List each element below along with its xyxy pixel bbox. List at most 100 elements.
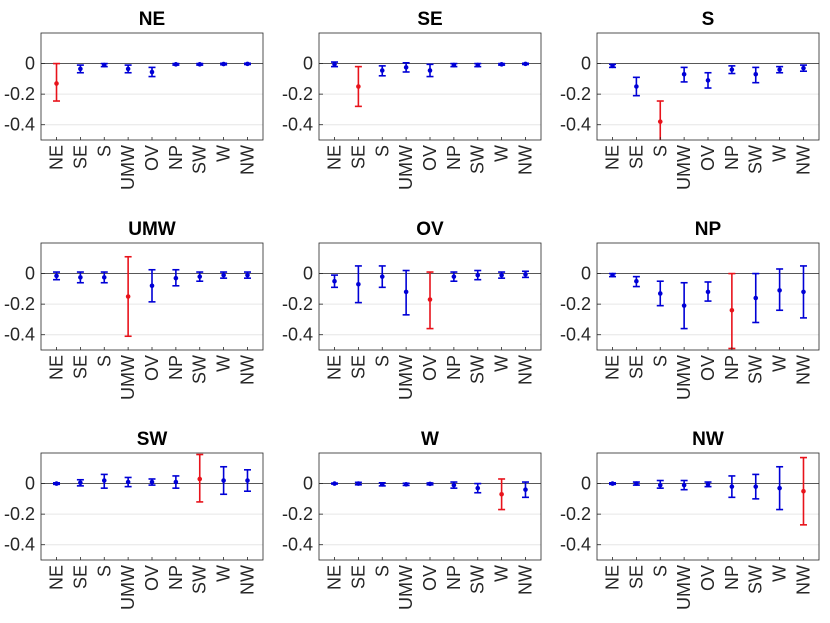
- data-point: [245, 272, 250, 278]
- x-tick-label: OV: [420, 145, 440, 171]
- x-tick-label: SE: [626, 565, 646, 589]
- data-point: [801, 289, 806, 295]
- x-tick-label: S: [94, 565, 114, 577]
- errorbar-ov: [426, 63, 434, 78]
- errorbar-se: [632, 481, 640, 486]
- errorbar-ov: [148, 478, 156, 486]
- x-tick-label: UMW: [118, 565, 138, 610]
- errorbar-umw: [124, 64, 132, 74]
- errorbar-np: [172, 268, 180, 287]
- x-tick-label: NW: [793, 355, 813, 385]
- y-tick-label: -0.2: [4, 84, 35, 104]
- y-tick-label: -0.4: [560, 115, 591, 135]
- errorbar-np: [728, 272, 736, 350]
- axes-frame: [596, 452, 820, 561]
- data-point: [499, 272, 504, 278]
- errorbar-w: [776, 65, 784, 74]
- data-point: [221, 272, 226, 278]
- x-tick-label: SW: [190, 565, 210, 594]
- data-point: [523, 61, 528, 67]
- y-tick-label: -0.2: [560, 84, 591, 104]
- data-point: [657, 482, 663, 488]
- chart-title: UMW: [128, 219, 176, 240]
- x-tick-label: NE: [603, 565, 623, 590]
- errorbar-w: [220, 465, 228, 496]
- x-tick-label: NE: [47, 565, 67, 590]
- chart-title: NW: [692, 429, 724, 450]
- x-tick-label: SE: [626, 355, 646, 379]
- chart-title: S: [702, 9, 715, 30]
- errorbar-s: [100, 62, 108, 68]
- subplot-se: SE0-0.2-0.4NE SE S UMW OV NP SW W NW: [282, 9, 542, 190]
- data-point: [777, 485, 782, 491]
- errorbar-nw: [521, 61, 529, 67]
- subplot-nw: NW0-0.2-0.4NE SE S UMW OV NP SW W NW: [560, 429, 820, 610]
- data-point: [197, 62, 203, 67]
- data-point: [245, 61, 250, 67]
- data-point: [657, 291, 663, 296]
- errorbar-ne: [53, 62, 61, 102]
- x-tick-label: UMW: [118, 145, 138, 190]
- data-point: [610, 272, 615, 278]
- errorbar-se: [76, 478, 84, 487]
- x-tick-label: NE: [603, 145, 623, 170]
- errorbar-nw: [799, 64, 807, 73]
- x-tick-label: SE: [70, 145, 90, 169]
- y-tick-label: -0.4: [282, 325, 313, 345]
- errorbar-se: [354, 265, 362, 304]
- errorbar-w: [776, 465, 784, 511]
- x-tick-label: W: [492, 145, 512, 162]
- x-tick-label: NE: [47, 355, 67, 380]
- y-tick-label: -0.4: [560, 535, 591, 555]
- errorbar-w: [498, 271, 506, 279]
- y-tick-label: -0.2: [4, 504, 35, 524]
- subplot-s: S 0 -0.2 -0.4 NE SE S UMW OV NP SW W NW: [560, 9, 820, 190]
- x-tick-label: NP: [444, 355, 464, 380]
- data-point: [149, 479, 155, 485]
- x-tick-label: S: [650, 355, 670, 367]
- x-tick-label: S: [372, 355, 392, 367]
- y-tick-label: -0.4: [282, 115, 313, 135]
- axes-frame: [40, 32, 264, 141]
- axes-frame: [40, 452, 264, 561]
- errorbar-w: [776, 268, 784, 312]
- chart-title: SW: [137, 429, 168, 450]
- data-point: [427, 68, 433, 73]
- data-point: [753, 484, 759, 489]
- data-point: [379, 68, 385, 73]
- y-tick-label: -0.2: [560, 504, 591, 524]
- errorbar-nw: [799, 456, 807, 526]
- errorbar-ne: [331, 61, 339, 68]
- x-tick-label: OV: [420, 355, 440, 381]
- x-tick-label: NW: [515, 565, 535, 595]
- errorbar-ov: [704, 71, 712, 89]
- errorbar-se: [354, 481, 362, 486]
- errorbar-s: [378, 265, 386, 289]
- y-tick-label: -0.2: [282, 294, 313, 314]
- data-point: [451, 62, 457, 68]
- x-tick-label: W: [770, 355, 790, 372]
- x-tick-label: NW: [793, 145, 813, 175]
- x-tick-label: NP: [722, 355, 742, 380]
- errorbar-w: [220, 271, 228, 279]
- y-tick-label: 0: [25, 54, 35, 74]
- data-point: [356, 481, 361, 486]
- data-point: [610, 63, 615, 69]
- data-point: [801, 488, 806, 494]
- data-point: [705, 78, 711, 83]
- data-point: [173, 479, 179, 485]
- errorbar-umw: [680, 66, 688, 83]
- data-point: [197, 476, 203, 482]
- x-tick-label: NP: [444, 565, 464, 590]
- y-tick-label: -0.2: [282, 84, 313, 104]
- errorbar-ne: [331, 481, 339, 486]
- x-tick-label: OV: [142, 145, 162, 171]
- errorbar-sw: [752, 473, 760, 500]
- errorbar-np: [450, 62, 458, 68]
- data-point: [54, 273, 59, 279]
- data-point: [777, 67, 782, 72]
- x-tick-label: SE: [348, 145, 368, 169]
- data-point: [78, 66, 83, 72]
- data-point: [753, 71, 759, 77]
- data-point: [427, 481, 433, 487]
